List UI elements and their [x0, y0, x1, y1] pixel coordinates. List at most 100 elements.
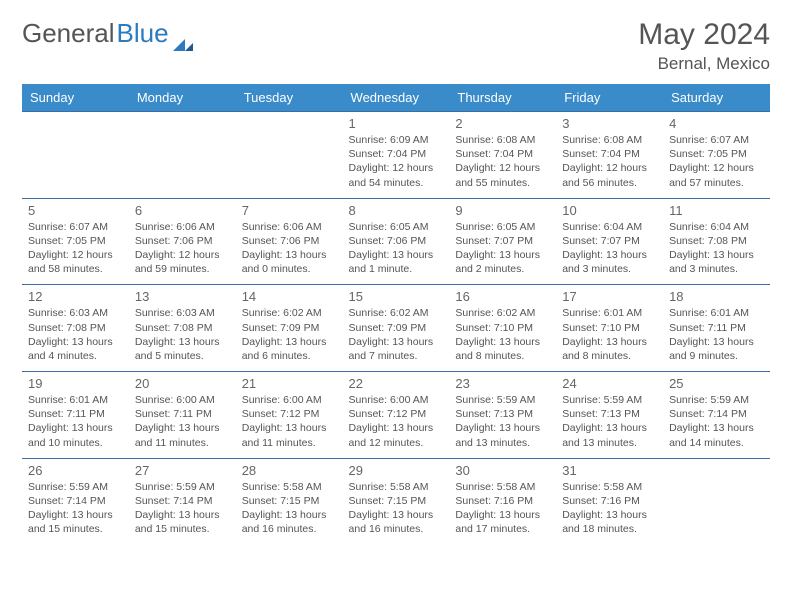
location: Bernal, Mexico: [638, 54, 770, 74]
day-number: 13: [135, 289, 230, 304]
day-number: 8: [349, 203, 444, 218]
calendar-cell: 13 Sunrise: 6:03 AMSunset: 7:08 PMDayligh…: [129, 285, 236, 372]
day-number: 30: [455, 463, 550, 478]
day-info: Sunrise: 5:59 AMSunset: 7:13 PMDaylight:…: [562, 393, 657, 450]
day-info: Sunrise: 6:04 AMSunset: 7:07 PMDaylight:…: [562, 220, 657, 277]
day-number: 11: [669, 203, 764, 218]
day-info: Sunrise: 6:03 AMSunset: 7:08 PMDaylight:…: [135, 306, 230, 363]
day-number: 22: [349, 376, 444, 391]
calendar-cell: 2Sunrise: 6:08 AMSunset: 7:04 PMDaylight…: [449, 112, 556, 199]
day-number: 12: [28, 289, 123, 304]
day-info: Sunrise: 5:59 AMSunset: 7:14 PMDaylight:…: [669, 393, 764, 450]
calendar-cell: 1Sunrise: 6:09 AMSunset: 7:04 PMDaylight…: [343, 112, 450, 199]
dayname: Saturday: [663, 84, 770, 112]
calendar-table: Sunday Monday Tuesday Wednesday Thursday…: [22, 84, 770, 544]
calendar-cell: 5 Sunrise: 6:07 AMSunset: 7:05 PMDaylight…: [22, 198, 129, 285]
day-number: 29: [349, 463, 444, 478]
calendar-row: 5 Sunrise: 6:07 AMSunset: 7:05 PMDaylight…: [22, 198, 770, 285]
calendar-cell: 14Sunrise: 6:02 AMSunset: 7:09 PMDayligh…: [236, 285, 343, 372]
day-info: Sunrise: 6:01 AMSunset: 7:11 PMDaylight:…: [28, 393, 123, 450]
brand-part2: Blue: [117, 18, 169, 49]
brand-logo: GeneralBlue: [22, 18, 193, 49]
dayname: Sunday: [22, 84, 129, 112]
dayname: Monday: [129, 84, 236, 112]
day-info: Sunrise: 6:07 AMSunset: 7:05 PMDaylight:…: [669, 133, 764, 190]
month-title: May 2024: [638, 18, 770, 52]
day-info: Sunrise: 6:08 AMSunset: 7:04 PMDaylight:…: [455, 133, 550, 190]
day-number: 25: [669, 376, 764, 391]
day-info: Sunrise: 6:06 AMSunset: 7:06 PMDaylight:…: [242, 220, 337, 277]
day-number: 10: [562, 203, 657, 218]
dayname: Friday: [556, 84, 663, 112]
day-info: Sunrise: 6:00 AMSunset: 7:11 PMDaylight:…: [135, 393, 230, 450]
day-info: Sunrise: 6:06 AMSunset: 7:06 PMDaylight:…: [135, 220, 230, 277]
calendar-cell: [236, 112, 343, 199]
dayname: Tuesday: [236, 84, 343, 112]
day-number: 17: [562, 289, 657, 304]
calendar-cell: [22, 112, 129, 199]
calendar-cell: 4 Sunrise: 6:07 AMSunset: 7:05 PMDaylight…: [663, 112, 770, 199]
calendar-cell: [129, 112, 236, 199]
day-info: Sunrise: 5:58 AMSunset: 7:16 PMDaylight:…: [455, 480, 550, 537]
day-number: 21: [242, 376, 337, 391]
day-info: Sunrise: 6:01 AMSunset: 7:11 PMDaylight:…: [669, 306, 764, 363]
calendar-cell: 25 Sunrise: 5:59 AMSunset: 7:14 PMDayligh…: [663, 372, 770, 459]
day-info: Sunrise: 6:07 AMSunset: 7:05 PMDaylight:…: [28, 220, 123, 277]
day-number: 6: [135, 203, 230, 218]
calendar-cell: 22 Sunrise: 6:00 AMSunset: 7:12 PMDayligh…: [343, 372, 450, 459]
day-info: Sunrise: 6:00 AMSunset: 7:12 PMDaylight:…: [242, 393, 337, 450]
day-info: Sunrise: 6:01 AMSunset: 7:10 PMDaylight:…: [562, 306, 657, 363]
calendar-row: 1Sunrise: 6:09 AMSunset: 7:04 PMDaylight…: [22, 112, 770, 199]
day-number: 14: [242, 289, 337, 304]
calendar-cell: [663, 458, 770, 544]
brand-part1: General: [22, 18, 115, 49]
day-number: 19: [28, 376, 123, 391]
calendar-cell: 29Sunrise: 5:58 AMSunset: 7:15 PMDayligh…: [343, 458, 450, 544]
calendar-cell: 8 Sunrise: 6:05 AMSunset: 7:06 PMDaylight…: [343, 198, 450, 285]
calendar-cell: 31 Sunrise: 5:58 AMSunset: 7:16 PMDayligh…: [556, 458, 663, 544]
calendar-cell: 24Sunrise: 5:59 AMSunset: 7:13 PMDayligh…: [556, 372, 663, 459]
day-info: Sunrise: 6:02 AMSunset: 7:10 PMDaylight:…: [455, 306, 550, 363]
calendar-row: 12 Sunrise: 6:03 AMSunset: 7:08 PMDayligh…: [22, 285, 770, 372]
day-info: Sunrise: 5:58 AMSunset: 7:16 PMDaylight:…: [562, 480, 657, 537]
day-number: 16: [455, 289, 550, 304]
day-number: 5: [28, 203, 123, 218]
day-info: Sunrise: 6:09 AMSunset: 7:04 PMDaylight:…: [349, 133, 444, 190]
day-info: Sunrise: 6:00 AMSunset: 7:12 PMDaylight:…: [349, 393, 444, 450]
day-number: 3: [562, 116, 657, 131]
calendar-cell: 17 Sunrise: 6:01 AMSunset: 7:10 PMDayligh…: [556, 285, 663, 372]
day-number: 28: [242, 463, 337, 478]
calendar-cell: 9Sunrise: 6:05 AMSunset: 7:07 PMDaylight…: [449, 198, 556, 285]
title-block: May 2024 Bernal, Mexico: [638, 18, 770, 74]
day-number: 4: [669, 116, 764, 131]
day-info: Sunrise: 6:08 AMSunset: 7:04 PMDaylight:…: [562, 133, 657, 190]
day-number: 26: [28, 463, 123, 478]
calendar-cell: 28Sunrise: 5:58 AMSunset: 7:15 PMDayligh…: [236, 458, 343, 544]
day-number: 23: [455, 376, 550, 391]
day-info: Sunrise: 6:03 AMSunset: 7:08 PMDaylight:…: [28, 306, 123, 363]
dayname: Thursday: [449, 84, 556, 112]
calendar-row: 19 Sunrise: 6:01 AMSunset: 7:11 PMDayligh…: [22, 372, 770, 459]
calendar-cell: 30 Sunrise: 5:58 AMSunset: 7:16 PMDayligh…: [449, 458, 556, 544]
calendar-cell: 26Sunrise: 5:59 AMSunset: 7:14 PMDayligh…: [22, 458, 129, 544]
calendar-cell: 3 Sunrise: 6:08 AMSunset: 7:04 PMDaylight…: [556, 112, 663, 199]
header: GeneralBlue May 2024 Bernal, Mexico: [22, 18, 770, 74]
brand-mark-icon: [173, 27, 193, 41]
day-info: Sunrise: 6:04 AMSunset: 7:08 PMDaylight:…: [669, 220, 764, 277]
day-info: Sunrise: 5:59 AMSunset: 7:14 PMDaylight:…: [135, 480, 230, 537]
day-number: 15: [349, 289, 444, 304]
calendar-cell: 27Sunrise: 5:59 AMSunset: 7:14 PMDayligh…: [129, 458, 236, 544]
calendar-cell: 12 Sunrise: 6:03 AMSunset: 7:08 PMDayligh…: [22, 285, 129, 372]
day-info: Sunrise: 6:02 AMSunset: 7:09 PMDaylight:…: [349, 306, 444, 363]
calendar-cell: 23 Sunrise: 5:59 AMSunset: 7:13 PMDayligh…: [449, 372, 556, 459]
calendar-cell: 18 Sunrise: 6:01 AMSunset: 7:11 PMDayligh…: [663, 285, 770, 372]
day-number: 20: [135, 376, 230, 391]
day-info: Sunrise: 6:05 AMSunset: 7:06 PMDaylight:…: [349, 220, 444, 277]
day-number: 9: [455, 203, 550, 218]
calendar-cell: 11 Sunrise: 6:04 AMSunset: 7:08 PMDayligh…: [663, 198, 770, 285]
day-number: 31: [562, 463, 657, 478]
calendar-cell: 20 Sunrise: 6:00 AMSunset: 7:11 PMDayligh…: [129, 372, 236, 459]
day-info: Sunrise: 5:59 AMSunset: 7:13 PMDaylight:…: [455, 393, 550, 450]
day-number: 18: [669, 289, 764, 304]
dayname-row: Sunday Monday Tuesday Wednesday Thursday…: [22, 84, 770, 112]
